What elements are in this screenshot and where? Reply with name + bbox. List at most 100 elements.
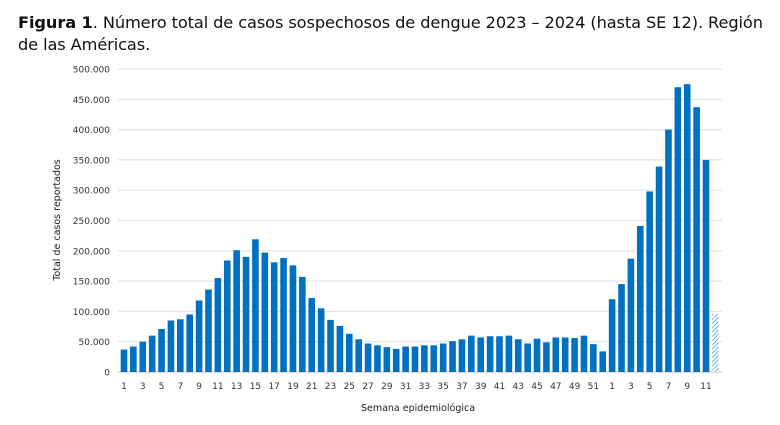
y-tick-label: 300.000: [73, 187, 110, 197]
bar: [392, 348, 400, 372]
x-tick-label: 13: [231, 382, 242, 392]
bar: [636, 225, 644, 372]
bar: [477, 337, 485, 372]
figure-label: Figura 1: [18, 13, 93, 32]
bar: [627, 258, 635, 372]
x-tick-label: 19: [287, 382, 299, 392]
bar-partial: [712, 313, 719, 372]
bar: [580, 335, 588, 372]
bar: [252, 239, 259, 372]
figure-caption: Figura 1. Número total de casos sospecho…: [18, 12, 778, 56]
bar: [186, 314, 194, 372]
bar: [364, 343, 372, 372]
x-tick-label: 41: [494, 382, 505, 392]
y-tick-label: 200.000: [73, 247, 110, 257]
bar: [524, 343, 531, 372]
x-tick-label: 9: [196, 382, 202, 392]
x-tick-label: 29: [381, 382, 393, 392]
x-tick-label: 49: [569, 382, 581, 392]
bar: [223, 260, 231, 372]
bar: [280, 258, 287, 372]
bar: [177, 319, 184, 372]
x-tick-label: 35: [437, 382, 448, 392]
bar: [571, 338, 578, 372]
bar: [195, 300, 203, 372]
x-tick-label: 51: [588, 382, 599, 392]
bar: [317, 308, 325, 372]
bar: [449, 341, 456, 372]
bar: [552, 337, 560, 372]
y-tick-label: 100.000: [73, 308, 110, 318]
x-tick-label: 15: [250, 382, 261, 392]
bar: [543, 342, 550, 372]
bar: [561, 337, 569, 372]
bar: [693, 107, 700, 372]
bar: [411, 346, 419, 372]
bar: [383, 347, 391, 372]
bar: [120, 349, 128, 372]
bars: [120, 84, 719, 373]
x-tick-label: 7: [177, 382, 183, 392]
x-tick-label: 5: [159, 382, 165, 392]
x-tick-label: 17: [268, 382, 279, 392]
bar: [618, 284, 625, 372]
y-tick-label: 450.000: [73, 96, 110, 106]
bar: [148, 335, 156, 372]
bar: [655, 166, 663, 372]
bar: [299, 276, 306, 372]
bar: [205, 289, 212, 372]
bar: [289, 265, 297, 372]
bar: [665, 129, 672, 372]
bar: [336, 325, 344, 372]
bar: [430, 345, 438, 372]
y-tick-label: 0: [104, 369, 110, 379]
x-tick-label: 47: [550, 382, 561, 392]
x-tick-label: 3: [140, 382, 146, 392]
bar: [468, 335, 475, 372]
bar: [355, 339, 362, 372]
bar: [505, 335, 513, 372]
y-tick-label: 500.000: [73, 66, 110, 76]
x-tick-label: 11: [212, 382, 223, 392]
bar: [139, 341, 147, 372]
bar: [702, 159, 710, 372]
bar: [608, 299, 616, 372]
x-tick-label: 45: [531, 382, 542, 392]
bar: [345, 333, 353, 372]
bar: [167, 320, 175, 372]
x-tick-label: 3: [628, 382, 634, 392]
bar: [327, 319, 334, 372]
bar: [439, 343, 447, 372]
x-axis-label: Semana epidemiológica: [361, 403, 475, 414]
x-tick-label: 31: [400, 382, 411, 392]
x-tick-label: 25: [344, 382, 355, 392]
bar: [374, 345, 381, 372]
x-tick-label: 37: [456, 382, 467, 392]
x-tick-label: 7: [666, 382, 672, 392]
bar: [533, 338, 541, 372]
x-tick-label: 5: [647, 382, 653, 392]
y-axis-label: Total de casos reportados: [52, 159, 63, 282]
bar: [514, 339, 522, 372]
x-tick-label: 1: [609, 382, 615, 392]
y-tick-label: 50.000: [79, 338, 111, 348]
bar: [270, 262, 278, 372]
x-tick-label: 39: [475, 382, 487, 392]
bar: [496, 336, 503, 372]
bar: [130, 346, 137, 372]
x-tick-label: 27: [362, 382, 373, 392]
bar: [646, 191, 653, 372]
x-tick-label: 1: [121, 382, 127, 392]
bar: [402, 346, 409, 372]
bar: [308, 298, 316, 372]
y-tick-label: 150.000: [73, 278, 110, 288]
bar: [261, 252, 269, 372]
bar: [486, 336, 494, 372]
x-tick-label: 23: [325, 382, 336, 392]
bar: [590, 344, 597, 372]
x-tick-label: 21: [306, 382, 317, 392]
y-tick-label: 250.000: [73, 217, 110, 227]
y-axis-ticks: 0 50.000 100.000 150.000 200.000 250.000 300.0…: [73, 66, 110, 379]
bar: [158, 328, 165, 372]
